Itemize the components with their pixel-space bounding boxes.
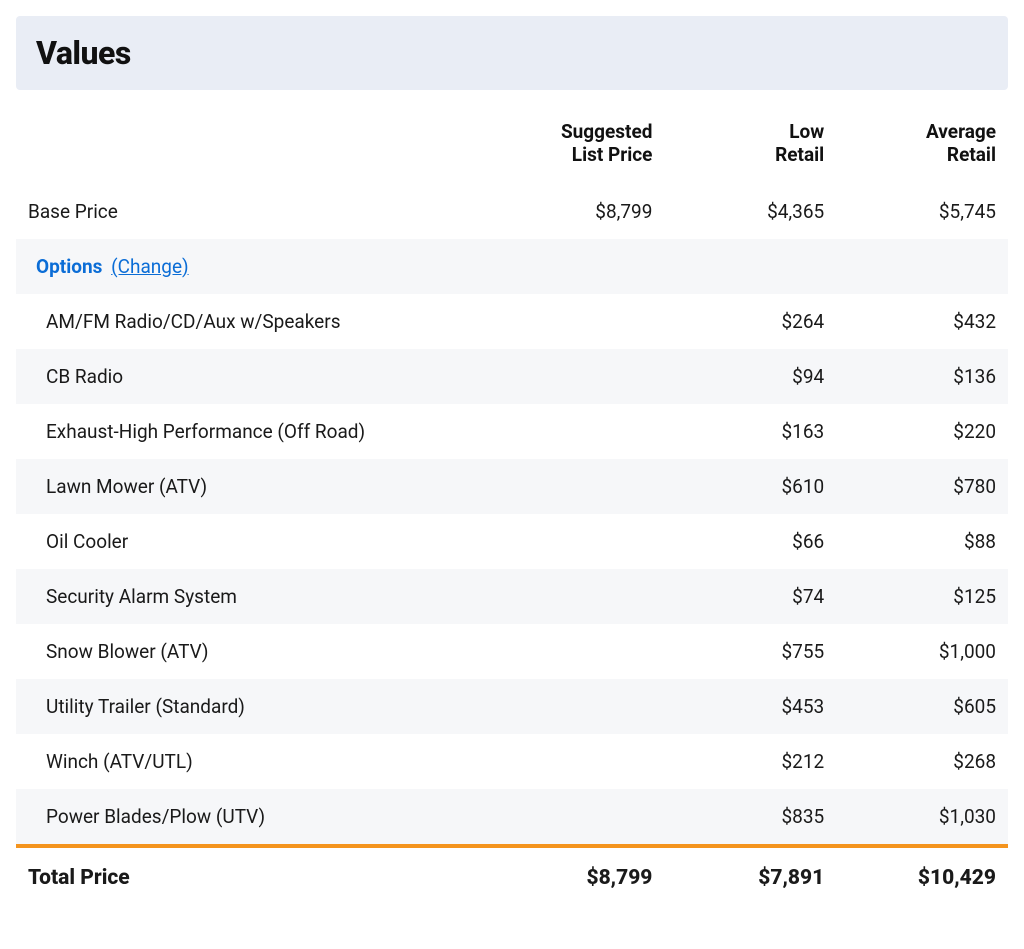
option-name: Snow Blower (ATV) [16,624,493,679]
base-price-suggested: $8,799 [493,184,665,239]
col-header-avg-l1: Average [926,120,996,143]
col-header-suggested-l2: List Price [572,143,653,166]
option-row: Power Blades/Plow (UTV) $835$1,030 [16,789,1008,844]
col-header-name [16,98,493,184]
option-name: Security Alarm System [16,569,493,624]
option-low: $755 [664,624,836,679]
options-change-link[interactable]: (Change) [111,255,189,278]
col-header-suggested: Suggested List Price [493,98,665,184]
col-header-avg-l2: Retail [947,143,996,166]
total-label: Total Price [16,848,493,906]
option-avg: $1,030 [836,789,1008,844]
values-header-bar: Values [16,16,1008,90]
option-name: Lawn Mower (ATV) [16,459,493,514]
base-price-avg: $5,745 [836,184,1008,239]
option-suggested [493,624,665,679]
col-header-low-l1: Low [789,120,824,143]
option-avg: $432 [836,294,1008,349]
page-title: Values [36,34,988,72]
option-low: $66 [664,514,836,569]
option-suggested [493,349,665,404]
option-low: $163 [664,404,836,459]
base-price-low: $4,365 [664,184,836,239]
option-low: $94 [664,349,836,404]
col-header-avg: Average Retail [836,98,1008,184]
option-suggested [493,459,665,514]
option-row: Oil Cooler $66$88 [16,514,1008,569]
option-avg: $125 [836,569,1008,624]
option-suggested [493,679,665,734]
option-avg: $88 [836,514,1008,569]
option-avg: $136 [836,349,1008,404]
options-label: Options [36,255,102,278]
option-low: $453 [664,679,836,734]
option-suggested [493,514,665,569]
option-suggested [493,789,665,844]
option-row: Winch (ATV/UTL) $212$268 [16,734,1008,789]
option-name: Exhaust-High Performance (Off Road) [16,404,493,459]
option-row: Utility Trailer (Standard) $453$605 [16,679,1008,734]
option-avg: $780 [836,459,1008,514]
base-price-row: Base Price$8,799$4,365$5,745 [16,184,1008,239]
col-header-suggested-l1: Suggested [561,120,652,143]
option-suggested [493,569,665,624]
option-suggested [493,294,665,349]
option-name: CB Radio [16,349,493,404]
option-name: Winch (ATV/UTL) [16,734,493,789]
option-avg: $1,000 [836,624,1008,679]
option-low: $212 [664,734,836,789]
option-row: AM/FM Radio/CD/Aux w/Speakers $264$432 [16,294,1008,349]
option-row: Snow Blower (ATV) $755$1,000 [16,624,1008,679]
option-row: CB Radio $94$136 [16,349,1008,404]
option-name: Oil Cooler [16,514,493,569]
values-tbody: Base Price$8,799$4,365$5,745Options (Cha… [16,184,1008,906]
option-low: $74 [664,569,836,624]
total-avg: $10,429 [836,848,1008,906]
option-avg: $605 [836,679,1008,734]
option-row: Security Alarm System $74$125 [16,569,1008,624]
option-low: $610 [664,459,836,514]
base-price-label: Base Price [16,184,493,239]
options-header-row: Options (Change) [16,239,1008,294]
col-header-low: Low Retail [664,98,836,184]
option-low: $264 [664,294,836,349]
option-row: Exhaust-High Performance (Off Road) $163$… [16,404,1008,459]
option-low: $835 [664,789,836,844]
total-low: $7,891 [664,848,836,906]
table-header-row: Suggested List Price Low Retail Average … [16,98,1008,184]
option-name: Utility Trailer (Standard) [16,679,493,734]
values-table: Suggested List Price Low Retail Average … [16,98,1008,906]
total-suggested: $8,799 [493,848,665,906]
option-row: Lawn Mower (ATV) $610$780 [16,459,1008,514]
option-avg: $220 [836,404,1008,459]
option-suggested [493,404,665,459]
values-container: Values Suggested List Price Low Retail A… [0,0,1024,922]
options-header-cell: Options (Change) [16,239,1008,294]
col-header-low-l2: Retail [775,143,824,166]
option-name: AM/FM Radio/CD/Aux w/Speakers [16,294,493,349]
total-row: Total Price$8,799$7,891$10,429 [16,848,1008,906]
option-name: Power Blades/Plow (UTV) [16,789,493,844]
option-avg: $268 [836,734,1008,789]
option-suggested [493,734,665,789]
